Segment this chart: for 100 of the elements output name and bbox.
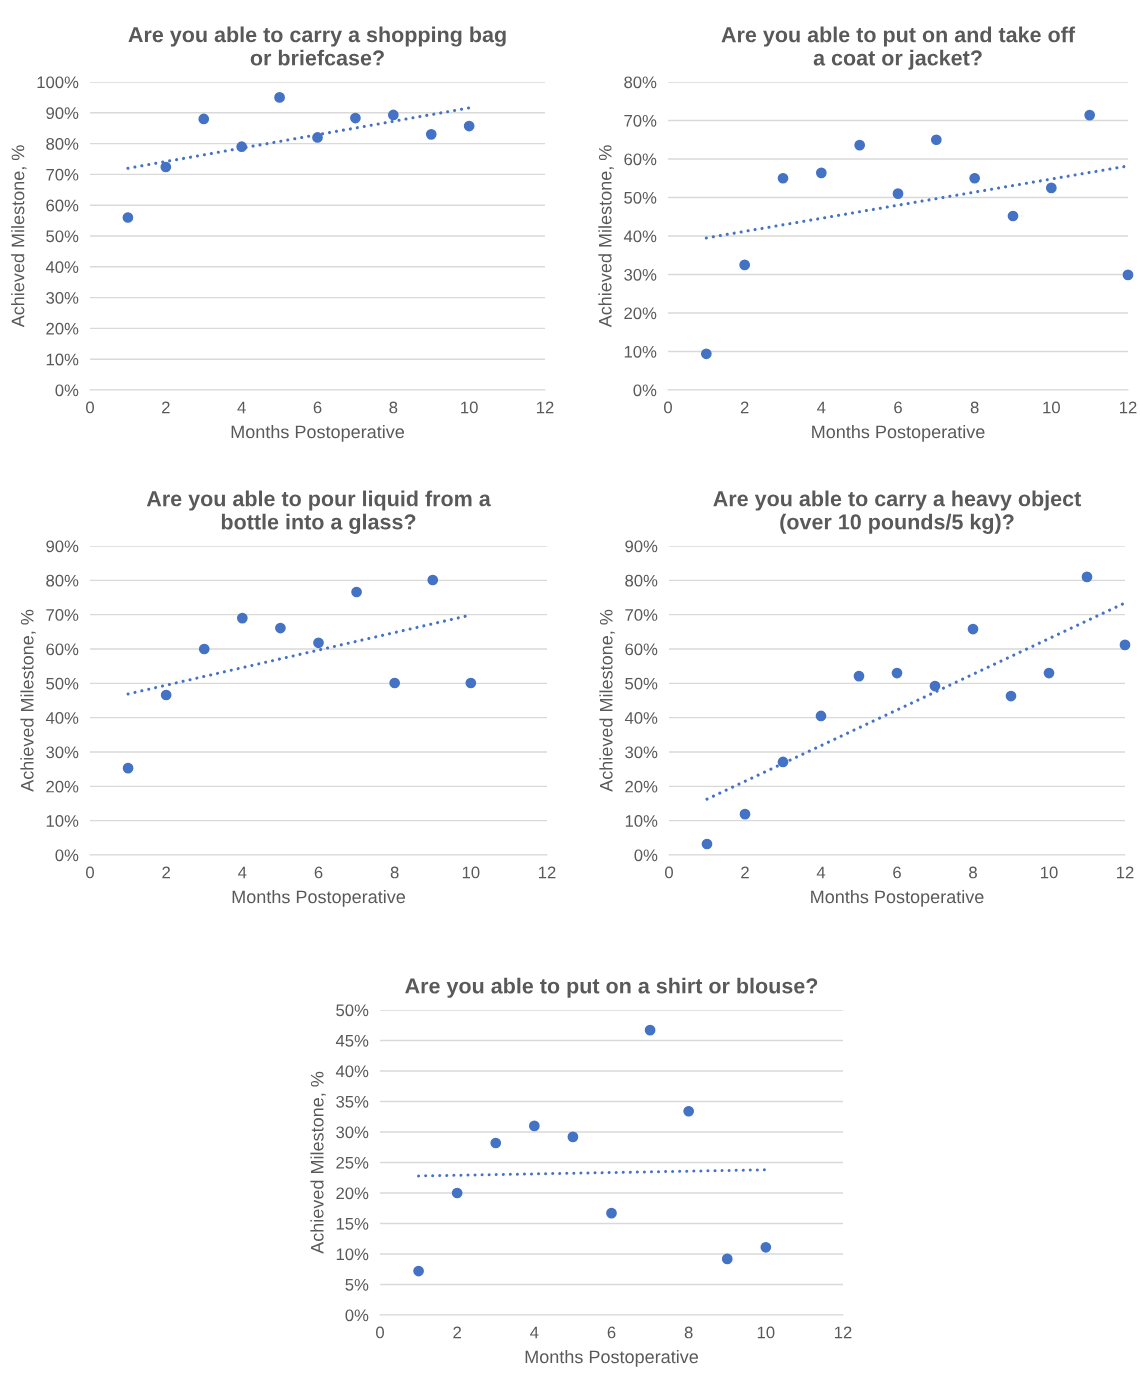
x-axis-title: Months Postoperative [232,889,406,907]
x-tick-label: 0 [664,401,672,414]
point [274,92,285,103]
x-tick-label: 4 [238,866,247,879]
y-tick-label: 20% [336,1187,369,1200]
y-tick-label: 70% [46,609,79,621]
point [701,838,713,850]
y-tick-label: 90% [46,107,79,119]
point [463,120,475,132]
point [777,756,789,768]
y-axis-title: Achieved Milestone, % [310,1071,326,1254]
y-tick-label: 40% [335,1065,369,1078]
x-tick-label: 12 [835,1326,852,1339]
y-tick-label: 30% [624,268,657,281]
point [700,348,712,360]
x-axis-title: Months Postoperative [231,424,405,442]
y-tick-label: 0% [55,849,79,862]
x-tick-label: 2 [162,866,170,879]
point [1007,210,1019,222]
point [967,623,979,635]
point [969,172,981,184]
point [413,1265,424,1277]
x-tick-label: 12 [539,866,556,879]
y-tick-label: 50% [624,191,657,204]
x-tick-label: 10 [462,866,480,879]
y-tick-label: 70% [624,114,657,127]
point [236,612,248,624]
y-tick-label: 0% [634,849,658,862]
y-tick-label: 70% [46,168,79,181]
point [606,1207,617,1219]
y-tick-label: 20% [46,322,79,335]
point [160,161,172,173]
x-tick-label: 12 [1117,866,1134,879]
point [236,141,248,153]
point [1081,571,1093,583]
y-tick-label: 60% [46,199,79,212]
y-tick-label: 90% [625,540,658,553]
point [122,762,134,774]
point [777,172,789,184]
x-tick-label: 8 [390,866,399,879]
y-tick-label: 80% [624,76,657,89]
y-tick-label: 50% [46,230,79,243]
point [313,637,324,649]
chart-title: Are you able to carry a heavy object (over 10 pounds/5 kg)? [713,490,1082,534]
y-tick-label: 10% [46,353,79,366]
y-tick-label: 60% [624,153,657,166]
point [1005,690,1017,702]
y-tick-label: 60% [46,643,79,656]
y-tick-label: 40% [45,712,79,724]
point [451,1187,463,1199]
x-tick-label: 10 [1043,401,1060,414]
y-tick-label: 40% [45,261,79,273]
point [739,808,751,820]
x-axis-title: Months Postoperative [811,889,984,907]
x-tick-label: 6 [893,866,901,879]
point [721,1253,733,1265]
y-tick-label: 60% [625,643,658,656]
y-tick-label: 25% [336,1156,369,1169]
point [275,622,286,634]
y-tick-label: 20% [46,780,79,793]
y-tick-label: 5% [345,1278,369,1291]
point [122,212,134,223]
y-axis-title: Achieved Milestone, % [599,609,615,792]
point [644,1024,656,1036]
x-tick-label: 8 [389,401,398,414]
point [389,677,401,689]
point [892,188,904,200]
x-tick-label: 6 [607,1326,616,1339]
x-tick-label: 0 [86,401,94,414]
point [465,677,477,689]
point [312,132,323,143]
x-tick-label: 0 [665,866,673,879]
point [815,710,827,722]
point [425,129,437,140]
point [160,689,172,701]
point [891,667,903,679]
x-tick-label: 2 [453,1326,461,1339]
x-tick-label: 12 [1120,401,1137,414]
chart-title: Are you able to pour liquid from a bottle into a glass? [146,490,491,534]
x-tick-label: 8 [969,866,977,879]
x-tick-label: 2 [740,401,749,414]
y-tick-label: 90% [46,540,79,553]
y-axis-title: Achieved Milestone, % [20,609,36,792]
x-tick-label: 10 [1041,866,1058,879]
x-tick-label: 6 [894,401,902,414]
y-tick-label: 50% [336,1004,369,1017]
y-tick-label: 30% [625,746,658,759]
point [739,259,751,271]
point [198,113,210,125]
y-tick-label: 20% [625,780,658,793]
y-tick-label: 70% [625,609,658,621]
x-tick-label: 4 [237,401,246,414]
x-tick-label: 8 [970,401,979,414]
x-tick-label: 0 [376,1326,384,1339]
point [1045,182,1057,194]
point [350,112,361,124]
chart-title: Are you able to carry a shopping bag or briefcase? [128,26,506,66]
y-tick-label: 50% [625,677,658,690]
x-tick-label: 12 [537,401,554,414]
x-tick-label: 6 [314,866,323,879]
